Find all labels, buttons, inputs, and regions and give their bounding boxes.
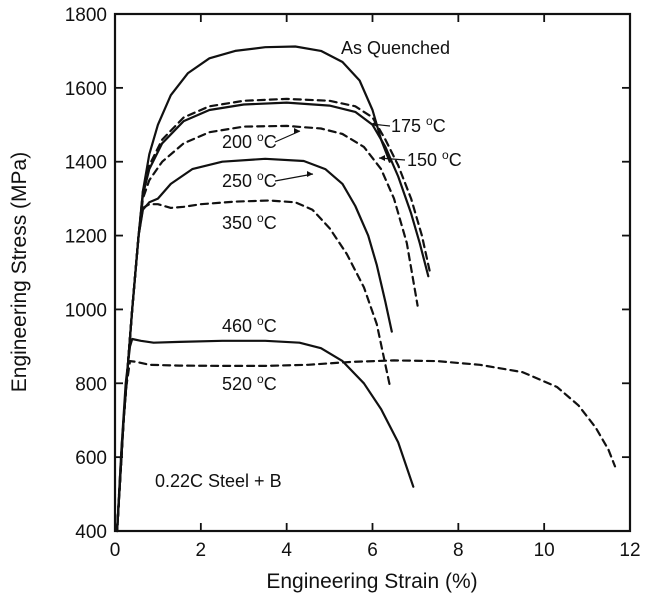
series-label-460: 460 oC [222,314,277,336]
series-label-350: 350 oC [222,211,277,233]
series-label-150: 150 oC [407,148,462,170]
curves [116,45,617,533]
y-tick-label: 1800 [65,5,107,26]
plot-frame [113,12,632,533]
x-tick-label: 6 [367,540,378,561]
label-arrowhead [371,121,377,127]
series-label-520: 520 oC [222,372,277,394]
label-leader-line [274,173,314,182]
label-arrowhead [379,155,385,161]
series-line-520 [116,359,617,533]
x-tick-label: 10 [534,540,555,561]
series-line-175 [116,97,432,533]
y-tick-label: 1600 [65,79,107,100]
series-line-350 [116,199,391,533]
y-tick-label: 400 [75,522,107,543]
series-label-250: 250 oC [222,169,277,191]
y-tick-label: 1400 [65,153,107,174]
y-tick-label: 600 [75,448,107,469]
steel-composition-annotation: 0.22C Steel + B [155,471,282,491]
y-tick-label: 800 [75,374,107,395]
label-arrowhead [307,171,313,177]
series-line-460 [116,337,415,533]
curve-labels: As Quenched 175 oC 150 oC 200 oC 250 oC 350 o… [222,38,462,394]
y-axis-title: Engineering Stress (MPa) [8,152,31,392]
label-arrowhead [294,128,300,134]
series-line-250 [116,157,393,533]
series-label-175: 175 oC [391,114,446,136]
series-label-as-quenched: As Quenched [341,38,450,58]
axis-ticks: 0 2 4 6 8 10 12 400 600 800 1000 1200 1400 1600 1800 [65,5,641,561]
x-tick-label: 0 [110,540,121,561]
series-line-as-quenched [116,45,391,533]
y-tick-label: 1000 [65,300,107,321]
x-tick-label: 2 [196,540,207,561]
x-tick-label: 12 [619,540,640,561]
x-axis-title: Engineering Strain (%) [266,570,477,593]
x-tick-label: 8 [453,540,464,561]
x-tick-label: 4 [281,540,292,561]
series-label-200: 200 oC [222,130,277,152]
y-tick-label: 1200 [65,227,107,248]
